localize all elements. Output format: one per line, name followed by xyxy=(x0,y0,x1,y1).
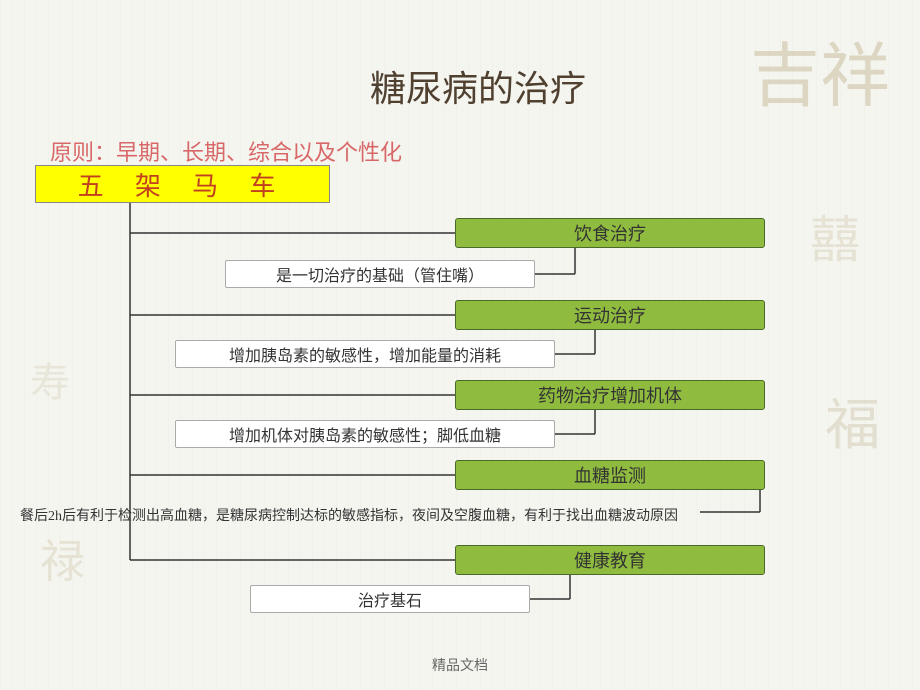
root-node: 五 架 马 车 xyxy=(35,165,330,203)
branch-node: 药物治疗增加机体 xyxy=(455,380,765,410)
branch-description: 增加机体对胰岛素的敏感性；脚低血糖 xyxy=(175,420,555,448)
decoration-seal: 囍 xyxy=(810,200,860,272)
decoration-seal: 福 xyxy=(825,380,880,460)
decoration-seal: 寿 xyxy=(30,350,70,408)
branch-node: 血糖监测 xyxy=(455,460,765,490)
branch-description: 增加胰岛素的敏感性，增加能量的消耗 xyxy=(175,340,555,368)
decoration-seal: 吉祥 xyxy=(750,20,890,121)
branch-description: 餐后2h后有利于检测出高血糖，是糖尿病控制达标的敏感指标，夜间及空腹血糖，有利于… xyxy=(20,505,678,525)
branch-node: 运动治疗 xyxy=(455,300,765,330)
page-title: 糖尿病的治疗 xyxy=(370,60,586,112)
branch-description: 治疗基石 xyxy=(250,585,530,613)
branch-node: 健康教育 xyxy=(455,545,765,575)
principle-text: 原则：早期、长期、综合以及个性化 xyxy=(50,135,402,167)
branch-description: 是一切治疗的基础（管住嘴） xyxy=(225,260,535,288)
decoration-seal: 禄 xyxy=(40,525,85,590)
branch-node: 饮食治疗 xyxy=(455,218,765,248)
footer-text: 精品文档 xyxy=(432,655,488,675)
